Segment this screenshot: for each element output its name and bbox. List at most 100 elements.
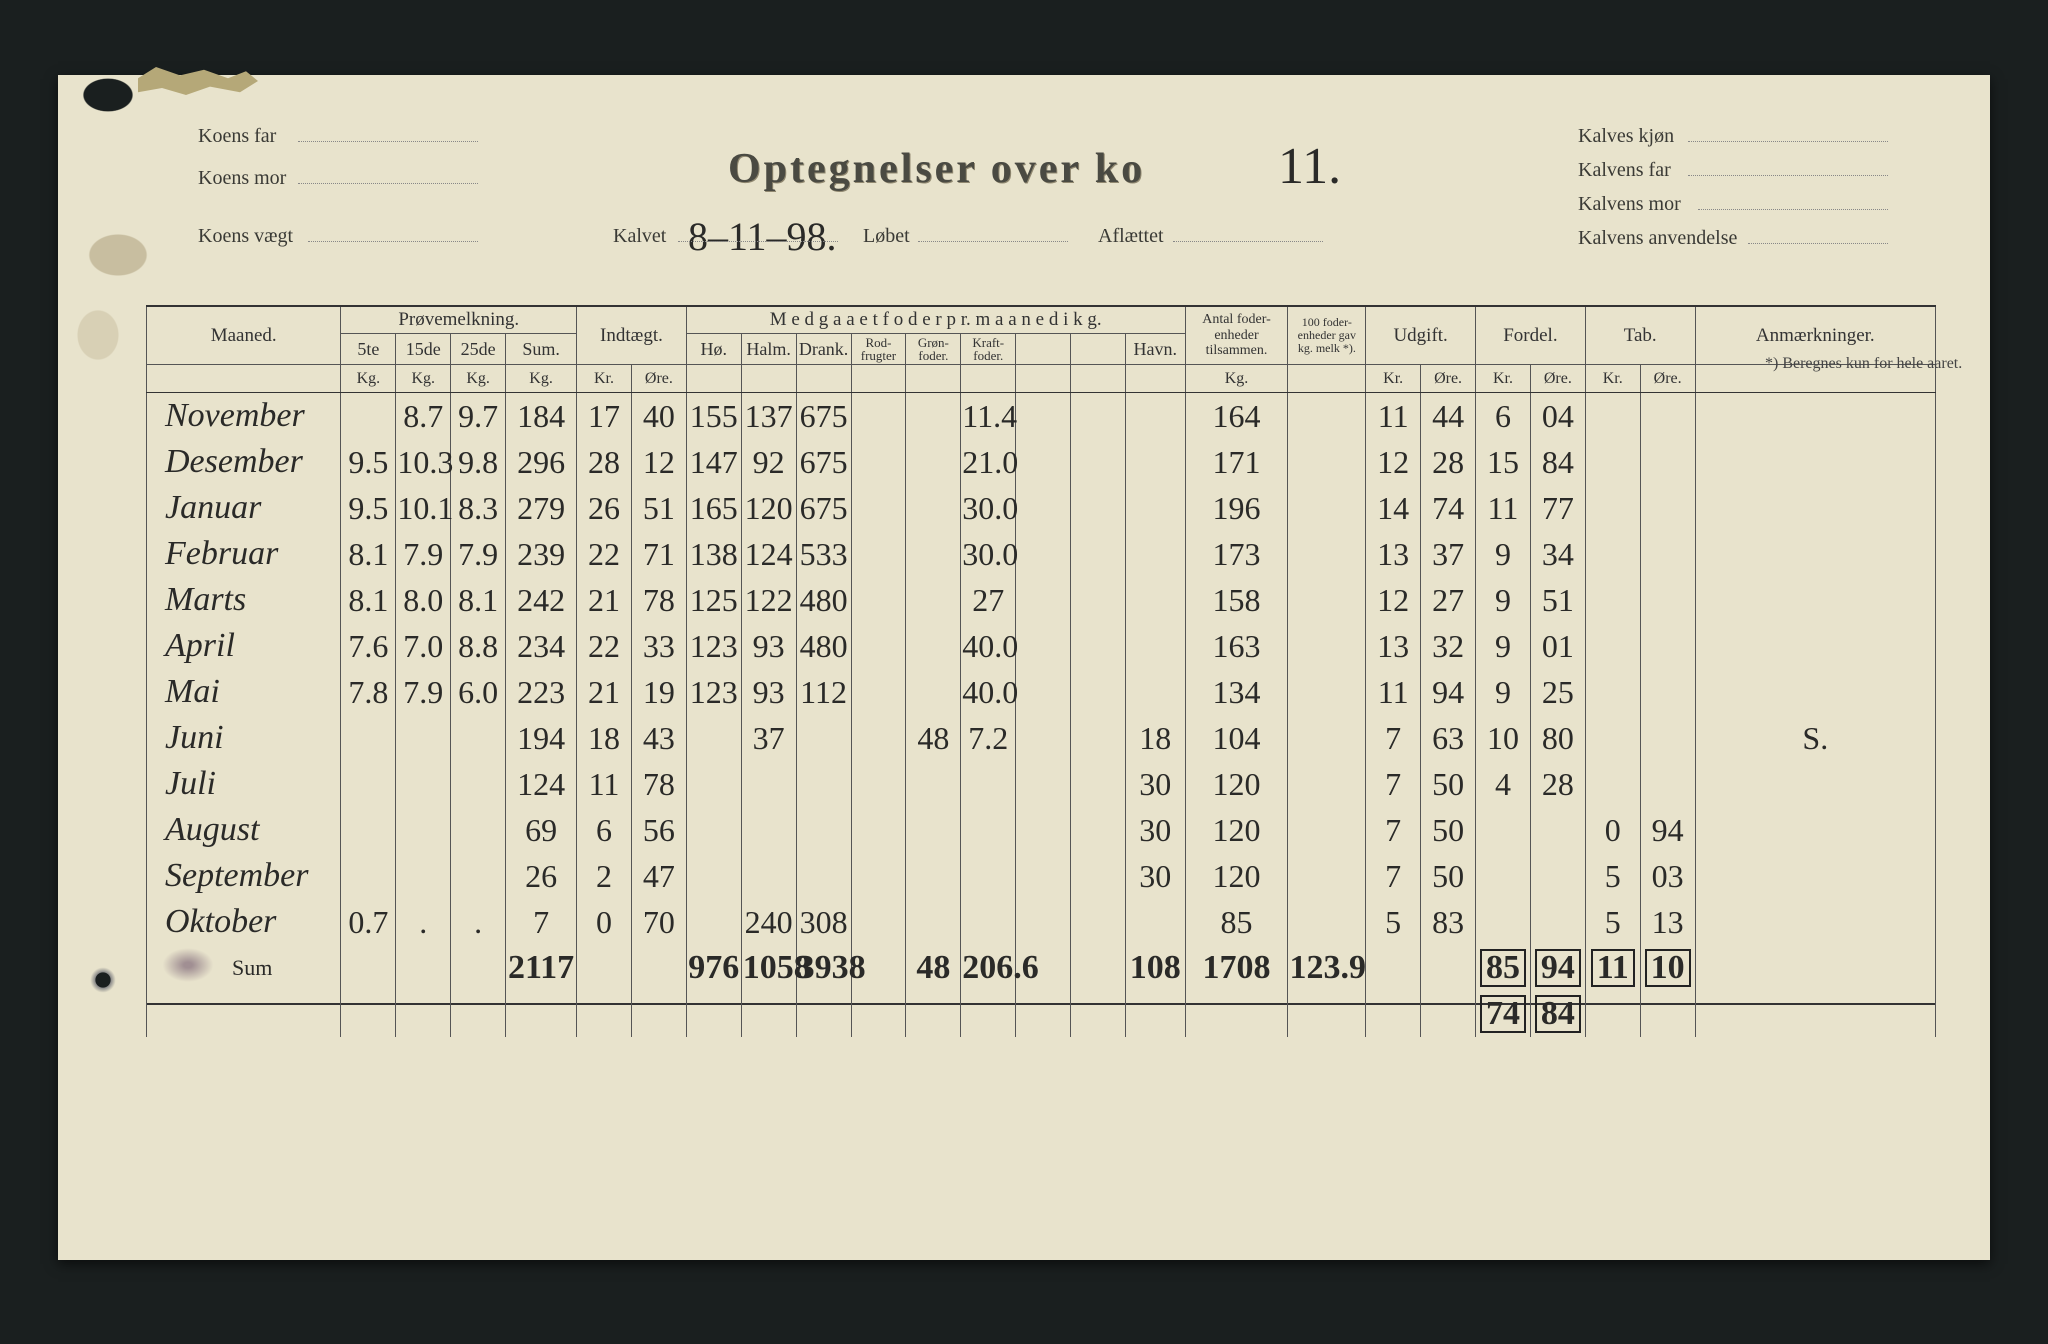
cell: 30	[1125, 853, 1185, 899]
cell: 56	[631, 807, 686, 853]
cell: 7	[1366, 807, 1421, 853]
cell: 74	[1421, 485, 1476, 531]
cell	[1640, 761, 1695, 807]
line	[1688, 175, 1888, 176]
header: Koens far Koens mor Koens vægt Optegnels…	[198, 125, 1898, 295]
u: Kr.	[1585, 365, 1640, 393]
cell: 85	[1476, 945, 1531, 991]
cell	[741, 853, 796, 899]
cell	[1640, 669, 1695, 715]
cell: 242	[506, 577, 577, 623]
label-lobet: Løbet	[863, 225, 910, 248]
cell: 8.7	[396, 393, 451, 439]
cell	[1640, 393, 1695, 439]
sum-label: Sum	[147, 945, 341, 991]
label-kalves-kjon: Kalves kjøn	[1578, 125, 1674, 148]
cell	[1288, 393, 1366, 439]
cell: 33	[631, 623, 686, 669]
cell: 11	[1585, 945, 1640, 991]
u: Kr.	[577, 365, 632, 393]
cell	[961, 899, 1016, 945]
cell: 171	[1185, 439, 1288, 485]
u	[1125, 365, 1185, 393]
col-halm: Halm.	[741, 334, 796, 365]
col-tab: Tab.	[1585, 307, 1695, 365]
cell	[1016, 853, 1071, 899]
month-cell: September	[147, 853, 341, 899]
cell	[851, 853, 906, 899]
cell	[1016, 899, 1071, 945]
cell: 37	[741, 715, 796, 761]
col-blank1	[1016, 334, 1071, 365]
cell: 2	[577, 853, 632, 899]
cell: 7.9	[396, 531, 451, 577]
cell: 158	[1185, 577, 1288, 623]
cell	[1016, 531, 1071, 577]
u	[686, 365, 741, 393]
cell: 4	[1476, 761, 1531, 807]
cell	[796, 761, 851, 807]
u	[1288, 365, 1366, 393]
cow-number: 11.	[1278, 137, 1341, 196]
cell	[1071, 531, 1126, 577]
cell	[1071, 853, 1126, 899]
label-aflaettet: Aflættet	[1098, 225, 1164, 248]
cell	[741, 807, 796, 853]
cell	[851, 623, 906, 669]
cell: 74	[1476, 991, 1531, 1037]
u	[851, 365, 906, 393]
cell	[451, 761, 506, 807]
cell	[341, 807, 396, 853]
cell: 11	[1476, 485, 1531, 531]
cell: 3938	[796, 945, 851, 991]
col-drank: Drank.	[796, 334, 851, 365]
col-antal: Antal foder-enheder tilsammen.	[1185, 307, 1288, 365]
cell	[851, 485, 906, 531]
u: Kr.	[1476, 365, 1531, 393]
punch-hole	[88, 965, 118, 995]
cell	[1288, 485, 1366, 531]
cell: 83	[1421, 899, 1476, 945]
cell	[1530, 899, 1585, 945]
kalvet-value: 8–11–98.	[688, 213, 837, 260]
cell	[686, 899, 741, 945]
cell: 194	[506, 715, 577, 761]
cell: 27	[961, 577, 1016, 623]
month-cell: November	[147, 393, 341, 439]
cell: 32	[1421, 623, 1476, 669]
cell: 94	[1530, 945, 1585, 991]
cell: 11	[1366, 393, 1421, 439]
label-kalvens-mor: Kalvens mor	[1578, 193, 1681, 216]
cell: 27	[1421, 577, 1476, 623]
cell: 6	[1476, 393, 1531, 439]
cell	[1016, 393, 1071, 439]
cell	[1640, 577, 1695, 623]
col-kraft: Kraft-foder.	[961, 334, 1016, 365]
cell: 123	[686, 623, 741, 669]
cell: 137	[741, 393, 796, 439]
cell: 94	[1421, 669, 1476, 715]
page-title: Optegnelser over ko	[728, 145, 1145, 193]
cell: 30	[1125, 761, 1185, 807]
cell	[1016, 761, 1071, 807]
cell: 71	[631, 531, 686, 577]
cell	[686, 715, 741, 761]
cell: 147	[686, 439, 741, 485]
cell: 28	[1421, 439, 1476, 485]
col-15de: 15de	[396, 334, 451, 365]
table-row: August6965630120750094	[147, 807, 1936, 853]
cell: 84	[1530, 439, 1585, 485]
cell: 108	[1125, 945, 1185, 991]
cell: 675	[796, 393, 851, 439]
cell: 8.3	[451, 485, 506, 531]
cell	[851, 761, 906, 807]
col-sum: Sum.	[506, 334, 577, 365]
u: Øre.	[1421, 365, 1476, 393]
month-cell: Oktober	[147, 899, 341, 945]
cell	[1585, 623, 1640, 669]
cell: 26	[506, 853, 577, 899]
cell: 11	[577, 761, 632, 807]
cell: 9	[1476, 623, 1531, 669]
cell: 25	[1530, 669, 1585, 715]
cell: 21	[577, 669, 632, 715]
